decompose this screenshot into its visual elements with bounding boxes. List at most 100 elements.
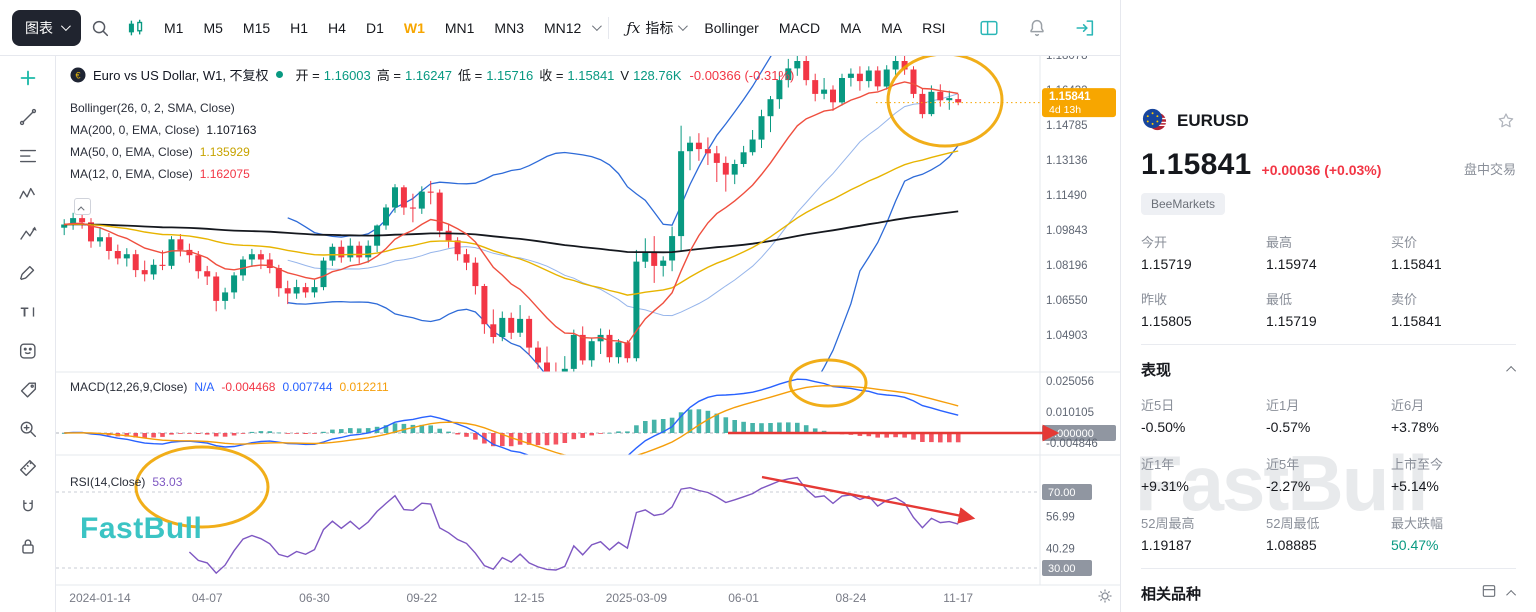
svg-text:1.13136: 1.13136	[1046, 155, 1088, 167]
perf-label: 52周最低	[1266, 516, 1320, 531]
low-label: 低 =	[457, 68, 483, 83]
pane-collapse-button[interactable]	[74, 198, 91, 215]
eurusd-flag-icon	[1142, 108, 1167, 131]
panel-toggle-icon[interactable]	[1068, 11, 1102, 45]
svg-text:1.11490: 1.11490	[1046, 190, 1087, 202]
fastbull-watermark: FastBull	[80, 512, 203, 545]
related-layout-icon[interactable]	[1481, 583, 1497, 604]
svg-text:2024-01-14: 2024-01-14	[69, 591, 131, 605]
timeframe-w1[interactable]: W1	[395, 11, 434, 45]
candlestick-chart[interactable]: 1.180781.164321.147851.131361.114901.098…	[56, 56, 1120, 612]
svg-text:0.025056: 0.025056	[1046, 376, 1094, 388]
timeframe-mn12[interactable]: MN12	[535, 11, 590, 45]
bollinger-legend[interactable]: Bollinger(26, 0, 2, SMA, Close)	[70, 101, 235, 115]
zoom-in-icon[interactable]	[16, 417, 40, 441]
add-icon[interactable]	[16, 66, 40, 90]
brush-icon[interactable]	[16, 261, 40, 285]
related-collapse-icon[interactable]	[1506, 589, 1517, 600]
chart-menu-button[interactable]: 图表	[12, 9, 81, 46]
close-label: 收 =	[539, 68, 564, 83]
perf-label: 近5年	[1266, 457, 1300, 472]
last-price: 1.15841	[1141, 148, 1252, 181]
rsi-value: 53.03	[152, 475, 183, 489]
candle-chart-icon[interactable]	[119, 11, 153, 45]
svg-text:09-22: 09-22	[406, 591, 437, 605]
measure-icon[interactable]	[16, 456, 40, 480]
svg-text:70.00: 70.00	[1048, 487, 1076, 499]
svg-text:2025-03-09: 2025-03-09	[606, 591, 668, 605]
quote-stats: 今开 1.15719 最高 1.15974 买价 1.15841 昨收 1.15805 …	[1141, 232, 1516, 329]
timeframe-mn3[interactable]: MN3	[485, 11, 533, 45]
perf-value: 1.08885	[1266, 537, 1317, 553]
perf-label: 最大跌幅	[1391, 516, 1444, 531]
ma50-legend[interactable]: MA(50, 0, EMA, Close) 1.135929	[70, 145, 250, 159]
indicators-button[interactable]: ƒx 指标	[618, 11, 693, 45]
high-label: 高 =	[376, 68, 401, 83]
indicator-shortcut-ma1[interactable]: MA	[831, 11, 870, 45]
section-divider	[1141, 344, 1516, 345]
svg-text:40.29: 40.29	[1046, 543, 1075, 555]
stat-value: 1.15719	[1266, 313, 1317, 329]
market-open-dot-icon	[275, 71, 283, 78]
timeframe-h4[interactable]: H4	[319, 11, 355, 45]
svg-text:06-30: 06-30	[299, 591, 330, 605]
price-tag-icon[interactable]	[16, 378, 40, 402]
svg-text:-0.004846: -0.004846	[1046, 438, 1098, 450]
svg-text:56.99: 56.99	[1046, 512, 1075, 524]
stat-label: 今开	[1141, 235, 1168, 250]
svg-text:08-24: 08-24	[836, 591, 867, 605]
svg-text:0.000000: 0.000000	[1048, 428, 1094, 440]
text-tool-icon[interactable]: T	[16, 300, 40, 324]
performance-collapse-icon[interactable]	[1506, 365, 1517, 376]
broker-chip[interactable]: BeeMarkets	[1141, 193, 1226, 215]
perf-value: -2.27%	[1266, 478, 1311, 494]
ma200-value: 1.107163	[206, 123, 257, 137]
chart-symbol-title: Euro vs US Dollar, W1, 不复权	[93, 68, 269, 83]
timeframe-m5[interactable]: M5	[194, 11, 231, 45]
trendline-icon[interactable]	[16, 105, 40, 129]
indicator-shortcut-bollinger[interactable]: Bollinger	[695, 11, 767, 45]
forecast-arrow-icon[interactable]	[16, 222, 40, 246]
ma12-legend[interactable]: MA(12, 0, EMA, Close) 1.162075	[70, 167, 250, 181]
svg-text:04-07: 04-07	[192, 591, 223, 605]
perf-label: 近5日	[1141, 398, 1175, 413]
svg-text:T: T	[20, 305, 28, 320]
perf-label: 近6月	[1391, 398, 1425, 413]
chevron-up-icon	[77, 205, 85, 213]
timeframe-m15[interactable]: M15	[234, 11, 279, 45]
rsi-legend[interactable]: RSI(14,Close) 53.03	[70, 475, 183, 489]
macd-line-value: 0.007744	[282, 380, 333, 394]
timeframe-mn1[interactable]: MN1	[436, 11, 484, 45]
timeframe-more-chevron-icon[interactable]	[592, 21, 603, 32]
ma200-legend[interactable]: MA(200, 0, EMA, Close) 1.107163	[70, 123, 257, 137]
stat-label: 卖价	[1391, 292, 1418, 307]
chevron-down-icon	[60, 21, 71, 32]
related-symbols-title: 相关品种	[1141, 586, 1202, 603]
sticker-icon[interactable]	[16, 339, 40, 363]
search-icon[interactable]	[83, 11, 117, 45]
chart-area[interactable]: 1.180781.164321.147851.131361.114901.098…	[56, 56, 1120, 612]
timeframe-h1[interactable]: H1	[281, 11, 317, 45]
stat-label: 最高	[1266, 235, 1293, 250]
perf-value: 1.19187	[1141, 537, 1192, 553]
fib-retracement-icon[interactable]	[16, 144, 40, 168]
indicator-shortcut-macd[interactable]: MACD	[770, 11, 829, 45]
stat-label: 昨收	[1141, 292, 1168, 307]
perf-value: -0.57%	[1266, 419, 1311, 435]
timeframe-m1[interactable]: M1	[155, 11, 192, 45]
macd-legend[interactable]: MACD(12,26,9,Close) N/A -0.004468 0.007744 0…	[70, 380, 389, 394]
chart-layout-icon[interactable]	[972, 11, 1006, 45]
svg-text:1.06550: 1.06550	[1046, 295, 1088, 307]
close-value: 1.15841	[567, 68, 615, 83]
indicator-shortcut-ma2[interactable]: MA	[872, 11, 911, 45]
indicator-shortcut-rsi[interactable]: RSI	[913, 11, 954, 45]
timeframe-d1[interactable]: D1	[357, 11, 393, 45]
alerts-bell-icon[interactable]	[1020, 11, 1054, 45]
session-status: 盘中交易	[1463, 162, 1516, 177]
favorite-star-icon[interactable]	[1496, 111, 1516, 131]
settings-icon[interactable]	[1096, 587, 1114, 610]
elliott-wave-icon[interactable]	[16, 183, 40, 207]
magnet-icon[interactable]	[16, 495, 40, 519]
lock-icon[interactable]	[16, 534, 40, 558]
indicators-label: 指标	[645, 19, 674, 36]
